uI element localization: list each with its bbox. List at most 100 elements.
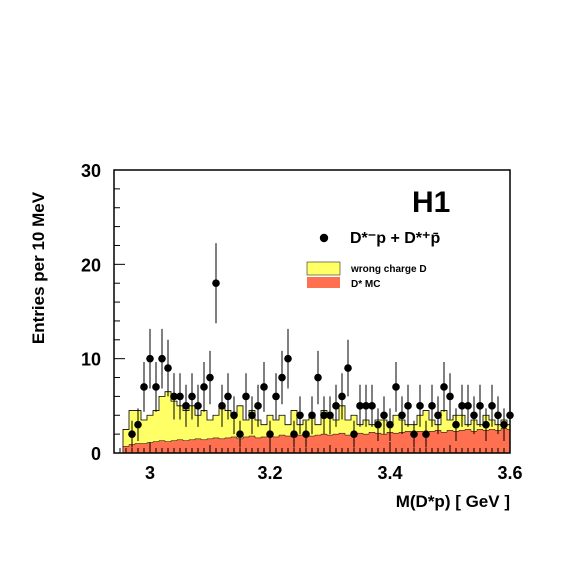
mc-bin — [447, 430, 453, 453]
wrong-charge-bin — [279, 415, 285, 453]
data-point — [308, 411, 316, 420]
y-tick-label: 30 — [81, 161, 101, 181]
wrong-charge-bin — [441, 410, 447, 453]
mc-bin — [153, 441, 159, 453]
data-point — [146, 354, 154, 363]
data-point — [290, 430, 298, 438]
data-point — [482, 420, 490, 429]
x-tick-label: 3.2 — [257, 463, 282, 483]
x-tick-label: 3.6 — [497, 463, 522, 483]
x-axis-label: M(D*p) [ GeV ] — [396, 492, 510, 511]
mc-bin — [357, 433, 363, 453]
mc-bin — [201, 439, 207, 453]
mc-bin — [309, 436, 315, 453]
wrong-charge-bin — [165, 391, 171, 453]
mc-bin — [369, 432, 375, 453]
data-point — [296, 411, 304, 420]
data-point — [272, 392, 280, 401]
mc-bin — [459, 430, 465, 453]
mc-bin — [285, 436, 291, 453]
wrong-charge-bin — [123, 429, 129, 453]
data-point — [470, 411, 478, 420]
data-point — [404, 402, 412, 410]
legend-mc-label: D* MC — [351, 279, 380, 290]
data-point — [344, 364, 352, 372]
data-point — [236, 430, 244, 438]
wrong-charge-bin — [195, 415, 201, 453]
data-points — [128, 243, 514, 448]
data-point — [332, 402, 340, 410]
data-point — [194, 402, 202, 410]
data-point — [368, 402, 376, 410]
wrong-charge-bin — [255, 419, 261, 453]
data-point — [386, 420, 394, 429]
data-point — [422, 430, 430, 438]
data-point — [134, 420, 142, 429]
data-point — [128, 430, 136, 438]
x-tick-label: 3.4 — [377, 463, 402, 483]
data-point — [140, 383, 148, 391]
mc-bin — [315, 435, 321, 453]
wrong-charge-bin — [177, 405, 183, 453]
mc-bin — [189, 439, 195, 453]
data-point — [500, 420, 508, 429]
y-axis-label: Entries per 10 MeV — [29, 191, 48, 344]
data-point — [326, 411, 334, 420]
mc-bin — [333, 434, 339, 453]
y-tick-label: 10 — [81, 350, 101, 370]
wrong-charge-bin — [213, 415, 219, 453]
mc-bin — [483, 430, 489, 453]
data-point — [398, 411, 406, 420]
mc-bin — [405, 431, 411, 453]
data-point — [164, 364, 172, 372]
experiment-label: H1 — [412, 186, 450, 219]
mc-bin — [363, 434, 369, 453]
wrong-charge-bin — [159, 396, 165, 453]
data-point — [152, 383, 160, 391]
wrong-charge-bin — [201, 410, 207, 453]
data-point — [242, 392, 250, 401]
data-point — [320, 411, 328, 420]
mc-bin — [165, 441, 171, 453]
mc-bin — [417, 431, 423, 453]
mc-bin — [231, 436, 237, 453]
mc-bin — [321, 434, 327, 453]
data-point — [278, 373, 286, 382]
mc-bin — [435, 430, 441, 453]
mc-bin — [399, 432, 405, 453]
data-point — [446, 392, 454, 401]
wrong-charge-bin — [207, 419, 213, 453]
mc-bin — [345, 435, 351, 453]
mc-bin — [453, 431, 459, 453]
data-point — [374, 420, 382, 429]
data-point — [488, 402, 496, 410]
data-point — [260, 383, 268, 391]
data-point — [434, 411, 442, 420]
mc-bin — [261, 436, 267, 453]
data-point — [452, 420, 460, 429]
y-tick-label: 20 — [81, 255, 101, 275]
x-tick-label: 3 — [145, 463, 155, 483]
wrong-charge-bin — [243, 419, 249, 453]
wrong-charge-bin — [183, 410, 189, 453]
mc-bin — [507, 429, 510, 453]
mc-bin — [195, 438, 201, 453]
mc-bin — [243, 436, 249, 453]
mc-bin — [429, 431, 435, 453]
mc-bin — [489, 429, 495, 453]
data-point — [212, 279, 220, 288]
data-point — [362, 402, 370, 410]
mc-bin — [249, 436, 255, 453]
wrong-charge-bin — [219, 405, 225, 453]
wrong-charge-bin — [225, 410, 231, 453]
data-point — [392, 383, 400, 391]
mc-bin — [381, 434, 387, 453]
y-axis-ticks: 0 10 20 30 — [81, 161, 125, 464]
data-point — [476, 402, 484, 410]
data-point — [356, 402, 364, 410]
data-point — [428, 402, 436, 410]
data-point — [440, 383, 448, 391]
legend-data-label: D*⁻p + D*⁺p̄ — [350, 230, 440, 247]
data-point — [254, 402, 262, 410]
mc-bin — [393, 433, 399, 453]
